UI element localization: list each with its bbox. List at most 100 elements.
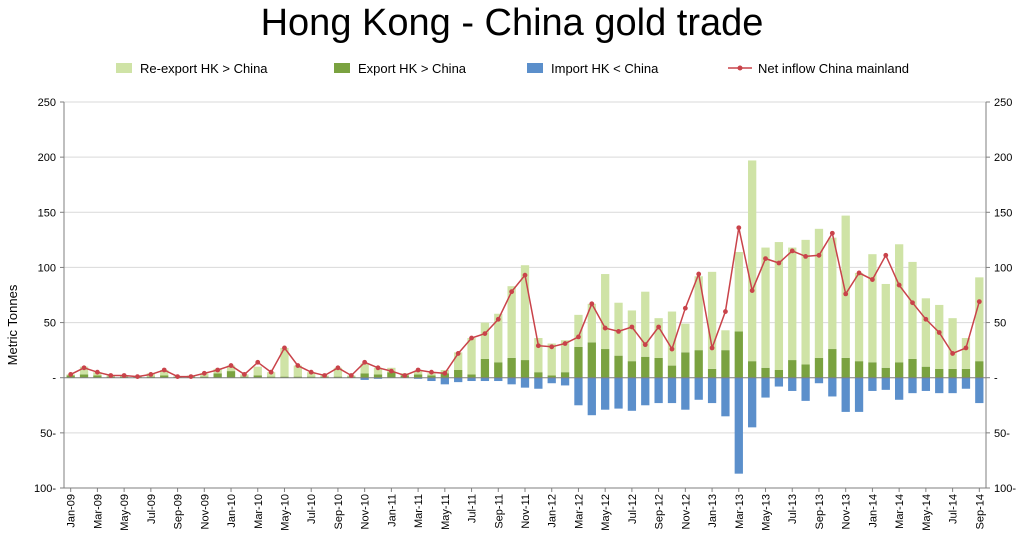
reexport-bar (935, 304, 944, 369)
reexport-bar (454, 352, 463, 370)
reexport-bar (854, 272, 864, 362)
net-inflow-point (535, 343, 541, 349)
reexport-bar (774, 242, 784, 370)
x-tick-label: Mar-12 (573, 494, 585, 529)
import-bar (667, 377, 677, 404)
net-inflow-point (629, 324, 635, 330)
reexport-bar (681, 323, 690, 353)
reexport-bar (79, 366, 89, 375)
net-inflow-point (883, 252, 889, 258)
export-bar (240, 376, 249, 378)
x-tick-label: May-10 (279, 494, 291, 531)
export-bar (814, 357, 824, 378)
net-inflow-point (950, 351, 955, 356)
export-bar (413, 374, 423, 378)
import-bar (748, 377, 757, 428)
reexport-bar (694, 276, 703, 351)
x-tick-label: Mar-13 (734, 494, 746, 529)
net-inflow-point (829, 230, 835, 236)
net-inflow-point (803, 254, 809, 259)
export-bar (881, 367, 890, 378)
reexport-bar (788, 247, 797, 361)
x-tick-label: Sep-10 (333, 494, 345, 529)
import-bar (774, 377, 784, 387)
legend-label-export: Export HK > China (358, 61, 467, 76)
net-inflow-point (763, 256, 768, 262)
export-bar (253, 375, 262, 378)
export-bar (79, 374, 89, 378)
y-tick-label-right: 250 (994, 97, 1012, 109)
export-bar (333, 376, 343, 378)
export-bar (707, 368, 717, 378)
net-inflow-point (402, 373, 408, 378)
net-inflow-point (161, 367, 167, 373)
net-inflow-point (522, 272, 528, 278)
import-bar (507, 377, 516, 385)
export-bar (627, 361, 637, 378)
export-bar (213, 373, 222, 378)
net-inflow-point (308, 369, 314, 375)
net-inflow-point (108, 373, 114, 378)
x-tick-label: Jul-11 (467, 494, 479, 523)
x-tick-label: Jan-11 (386, 494, 398, 527)
reexport-bar (253, 366, 262, 376)
import-bar (895, 377, 904, 400)
import-bar (373, 377, 383, 379)
reexport-bar (160, 369, 169, 376)
reexport-bar (721, 330, 730, 351)
export-bar (520, 360, 530, 378)
import-bar (560, 377, 570, 386)
export-bar (641, 356, 650, 378)
import-bar (587, 377, 596, 416)
net-inflow-point (602, 325, 608, 331)
y-tick-label: 150 (38, 207, 56, 219)
legend-swatch-reexport (116, 63, 132, 73)
reexport-bar (333, 367, 343, 377)
export-bar (587, 342, 596, 378)
export-bar (373, 374, 383, 378)
net-inflow-point (241, 372, 247, 377)
reexport-bar (667, 311, 677, 366)
export-bar (93, 375, 102, 378)
x-tick-label: Mar-09 (92, 494, 104, 529)
import-bar (828, 377, 837, 397)
net-inflow-point (509, 289, 515, 295)
reexport-bar (494, 313, 503, 363)
reexport-bar (707, 271, 717, 369)
net-inflow-point (642, 342, 648, 348)
reexport-bar (360, 363, 369, 374)
reexport-bar (547, 343, 556, 376)
net-inflow-point (295, 363, 301, 368)
net-inflow-point (749, 288, 755, 293)
reexport-bar (654, 318, 663, 358)
import-bar (480, 377, 490, 382)
reexport-bar (601, 274, 610, 350)
import-bar (868, 377, 877, 391)
import-bar (761, 377, 770, 398)
net-inflow-point (776, 260, 782, 266)
reexport-bar (480, 322, 490, 359)
net-inflow-point (963, 345, 969, 351)
net-inflow-point (616, 328, 621, 334)
x-tick-label: May-14 (921, 494, 933, 531)
legend-swatch-export (334, 63, 350, 73)
import-bar (654, 377, 663, 404)
x-tick-label: Jan-12 (547, 494, 559, 528)
x-tick-label: Jan-14 (867, 494, 879, 528)
reexport-bar (507, 286, 516, 358)
reexport-bar (641, 291, 650, 357)
export-bar (307, 376, 316, 378)
x-tick-label: Sep-12 (654, 494, 666, 529)
x-tick-label: Nov-11 (520, 494, 532, 529)
x-tick-label: Sep-09 (173, 494, 185, 529)
reexport-bar (574, 314, 583, 347)
x-tick-label: Jan-10 (226, 494, 238, 528)
net-inflow-point (81, 365, 87, 371)
x-tick-label: Mar-11 (413, 494, 425, 528)
import-bar (614, 377, 623, 409)
export-bar (266, 376, 276, 378)
net-inflow-point (816, 252, 822, 258)
reexport-bar (961, 338, 971, 369)
export-bar (948, 368, 957, 378)
